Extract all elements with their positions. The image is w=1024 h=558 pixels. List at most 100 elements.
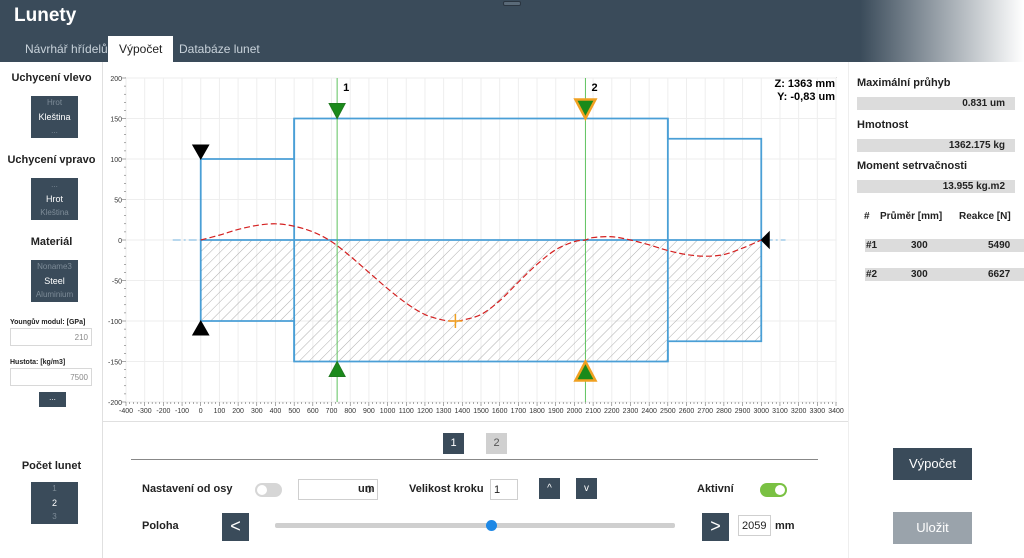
steady-rest-number: 1	[343, 82, 349, 94]
tab-database[interactable]: Databáze lunet	[179, 42, 260, 56]
position-input[interactable]: 2059	[738, 515, 771, 536]
steady-rest-bottom-icon	[573, 358, 598, 382]
steady-rest-count-label: Počet lunet	[21, 460, 82, 472]
row-reaction: 5490	[988, 240, 1011, 251]
position-unit: mm	[775, 520, 795, 532]
density-input[interactable]: 7500	[10, 368, 92, 386]
position-slider[interactable]	[275, 520, 675, 531]
picker-option[interactable]: Noname3	[37, 262, 72, 271]
steady-rest-top-icon	[328, 103, 346, 120]
max-deflection-value: 0.831 um	[857, 97, 1015, 110]
picker-option[interactable]: ...	[51, 180, 58, 189]
x-tick-label: 1400	[455, 408, 471, 415]
shaft-chart[interactable]: -400 -300 -200 -100 0 100 200 300 400 500 600 700 80…	[103, 62, 848, 421]
tab-calculation[interactable]: Výpočet	[108, 36, 174, 62]
active-toggle[interactable]	[760, 483, 787, 497]
position-next-button[interactable]: >	[702, 513, 729, 541]
offset-label: Nastavení od osy	[142, 483, 233, 495]
row-index: #2	[866, 269, 878, 280]
row-diameter: 300	[911, 269, 928, 280]
right-support-picker[interactable]: ... Hrot Kleština	[31, 178, 78, 220]
x-tick-label: 3400	[828, 408, 844, 415]
position-label: Poloha	[142, 520, 179, 532]
mass-label: Hmotnost	[857, 119, 909, 131]
young-modulus-label: Youngův modul: [GPa]	[10, 319, 86, 326]
young-modulus-input[interactable]: 210	[10, 328, 92, 346]
row-diameter: 300	[911, 240, 928, 251]
picker-option[interactable]: Kleština	[40, 208, 69, 217]
x-tick-label: 1100	[399, 408, 414, 415]
picker-selected[interactable]: Hrot	[45, 194, 63, 204]
x-tick-label: 1700	[511, 408, 527, 415]
x-tick-label: 2000	[567, 408, 583, 415]
x-tick-label: -300	[138, 408, 152, 415]
y-tick-label: -150	[108, 360, 122, 367]
x-tick-label: 400	[270, 408, 282, 415]
left-support-bottom-icon	[191, 319, 210, 336]
y-tick-label: -200	[108, 400, 122, 407]
picker-option[interactable]: ...	[51, 126, 58, 135]
table-header-reaction: Reakce [N]	[959, 211, 1011, 222]
x-tick-label: 2600	[679, 408, 695, 415]
more-button[interactable]: ...	[39, 392, 66, 407]
picker-option[interactable]: 1	[52, 484, 57, 493]
step-label: Velikost kroku	[409, 483, 484, 495]
window-grip[interactable]	[503, 1, 521, 6]
picker-selected[interactable]: Steel	[44, 276, 65, 286]
inertia-label: Moment setrvačnosti	[857, 160, 968, 172]
slider-knob[interactable]	[486, 520, 497, 531]
table-row[interactable]: #2 300 6627	[865, 268, 1024, 281]
material-picker[interactable]: Noname3 Steel Aluminium	[31, 260, 78, 302]
save-button[interactable]: Uložit	[893, 512, 972, 544]
x-tick-label: 2500	[660, 408, 676, 415]
x-tick-label: -200	[156, 408, 170, 415]
step-up-button[interactable]: ^	[539, 478, 560, 499]
picker-option[interactable]: Hrot	[46, 98, 63, 107]
x-tick-label: 1200	[417, 408, 433, 415]
calculate-button[interactable]: Výpočet	[893, 448, 972, 480]
x-tick-label: 900	[363, 408, 375, 415]
left-support-picker[interactable]: Hrot Kleština ...	[31, 96, 78, 138]
x-tick-label: 2200	[604, 408, 620, 415]
x-tick-label: 1900	[548, 408, 564, 415]
steady-rest-top-icon	[573, 98, 598, 122]
y-tick-label: -50	[112, 279, 122, 286]
position-prev-button[interactable]: <	[222, 513, 249, 541]
mass-value: 1362.175 kg	[857, 139, 1015, 152]
picker-selected[interactable]: Kleština	[38, 112, 71, 122]
offset-input[interactable]: 0	[298, 479, 378, 500]
step-input[interactable]: 1	[490, 479, 518, 500]
deflection-curve	[200, 223, 762, 322]
x-tick-label: 3000	[753, 408, 769, 415]
x-tick-label: -100	[175, 408, 189, 415]
page-2-button[interactable]: 2	[486, 433, 507, 454]
x-tick-label: 1300	[436, 408, 452, 415]
step-down-button[interactable]: v	[576, 478, 597, 499]
tab-shaft-designer[interactable]: Návrhář hřídelů	[25, 42, 108, 56]
steady-rest-count-picker[interactable]: 1 2 3	[31, 482, 78, 524]
steady-rest-number: 2	[591, 82, 597, 94]
picker-option[interactable]: 3	[52, 512, 57, 521]
x-tick-label: 1000	[380, 408, 396, 415]
offset-toggle[interactable]	[255, 483, 282, 497]
picker-option[interactable]: Aluminium	[35, 290, 74, 299]
y-tick-label: 50	[114, 198, 122, 205]
x-tick-label: 3300	[810, 408, 826, 415]
x-tick-label: 2700	[697, 408, 713, 415]
cursor-z-readout: Z: 1363 mm	[774, 78, 835, 90]
page-1-button[interactable]: 1	[443, 433, 464, 454]
table-row[interactable]: #1 300 5490	[865, 239, 1024, 252]
x-tick-label: 2300	[623, 408, 639, 415]
x-tick-label: 500	[288, 408, 300, 415]
picker-selected[interactable]: 2	[51, 498, 57, 508]
x-tick-label: 100	[214, 408, 226, 415]
y-tick-label: 0	[118, 238, 122, 245]
x-tick-label: 600	[307, 408, 319, 415]
table-header-diameter: Průměr [mm]	[880, 211, 943, 222]
table-header-index: #	[864, 211, 870, 222]
max-deflection-label: Maximální průhyb	[857, 77, 951, 89]
x-tick-label: 3200	[791, 408, 807, 415]
x-tick-label: 1800	[529, 408, 545, 415]
cursor-y-readout: Y: -0,83 um	[777, 91, 835, 103]
y-tick-label: 150	[110, 117, 122, 124]
